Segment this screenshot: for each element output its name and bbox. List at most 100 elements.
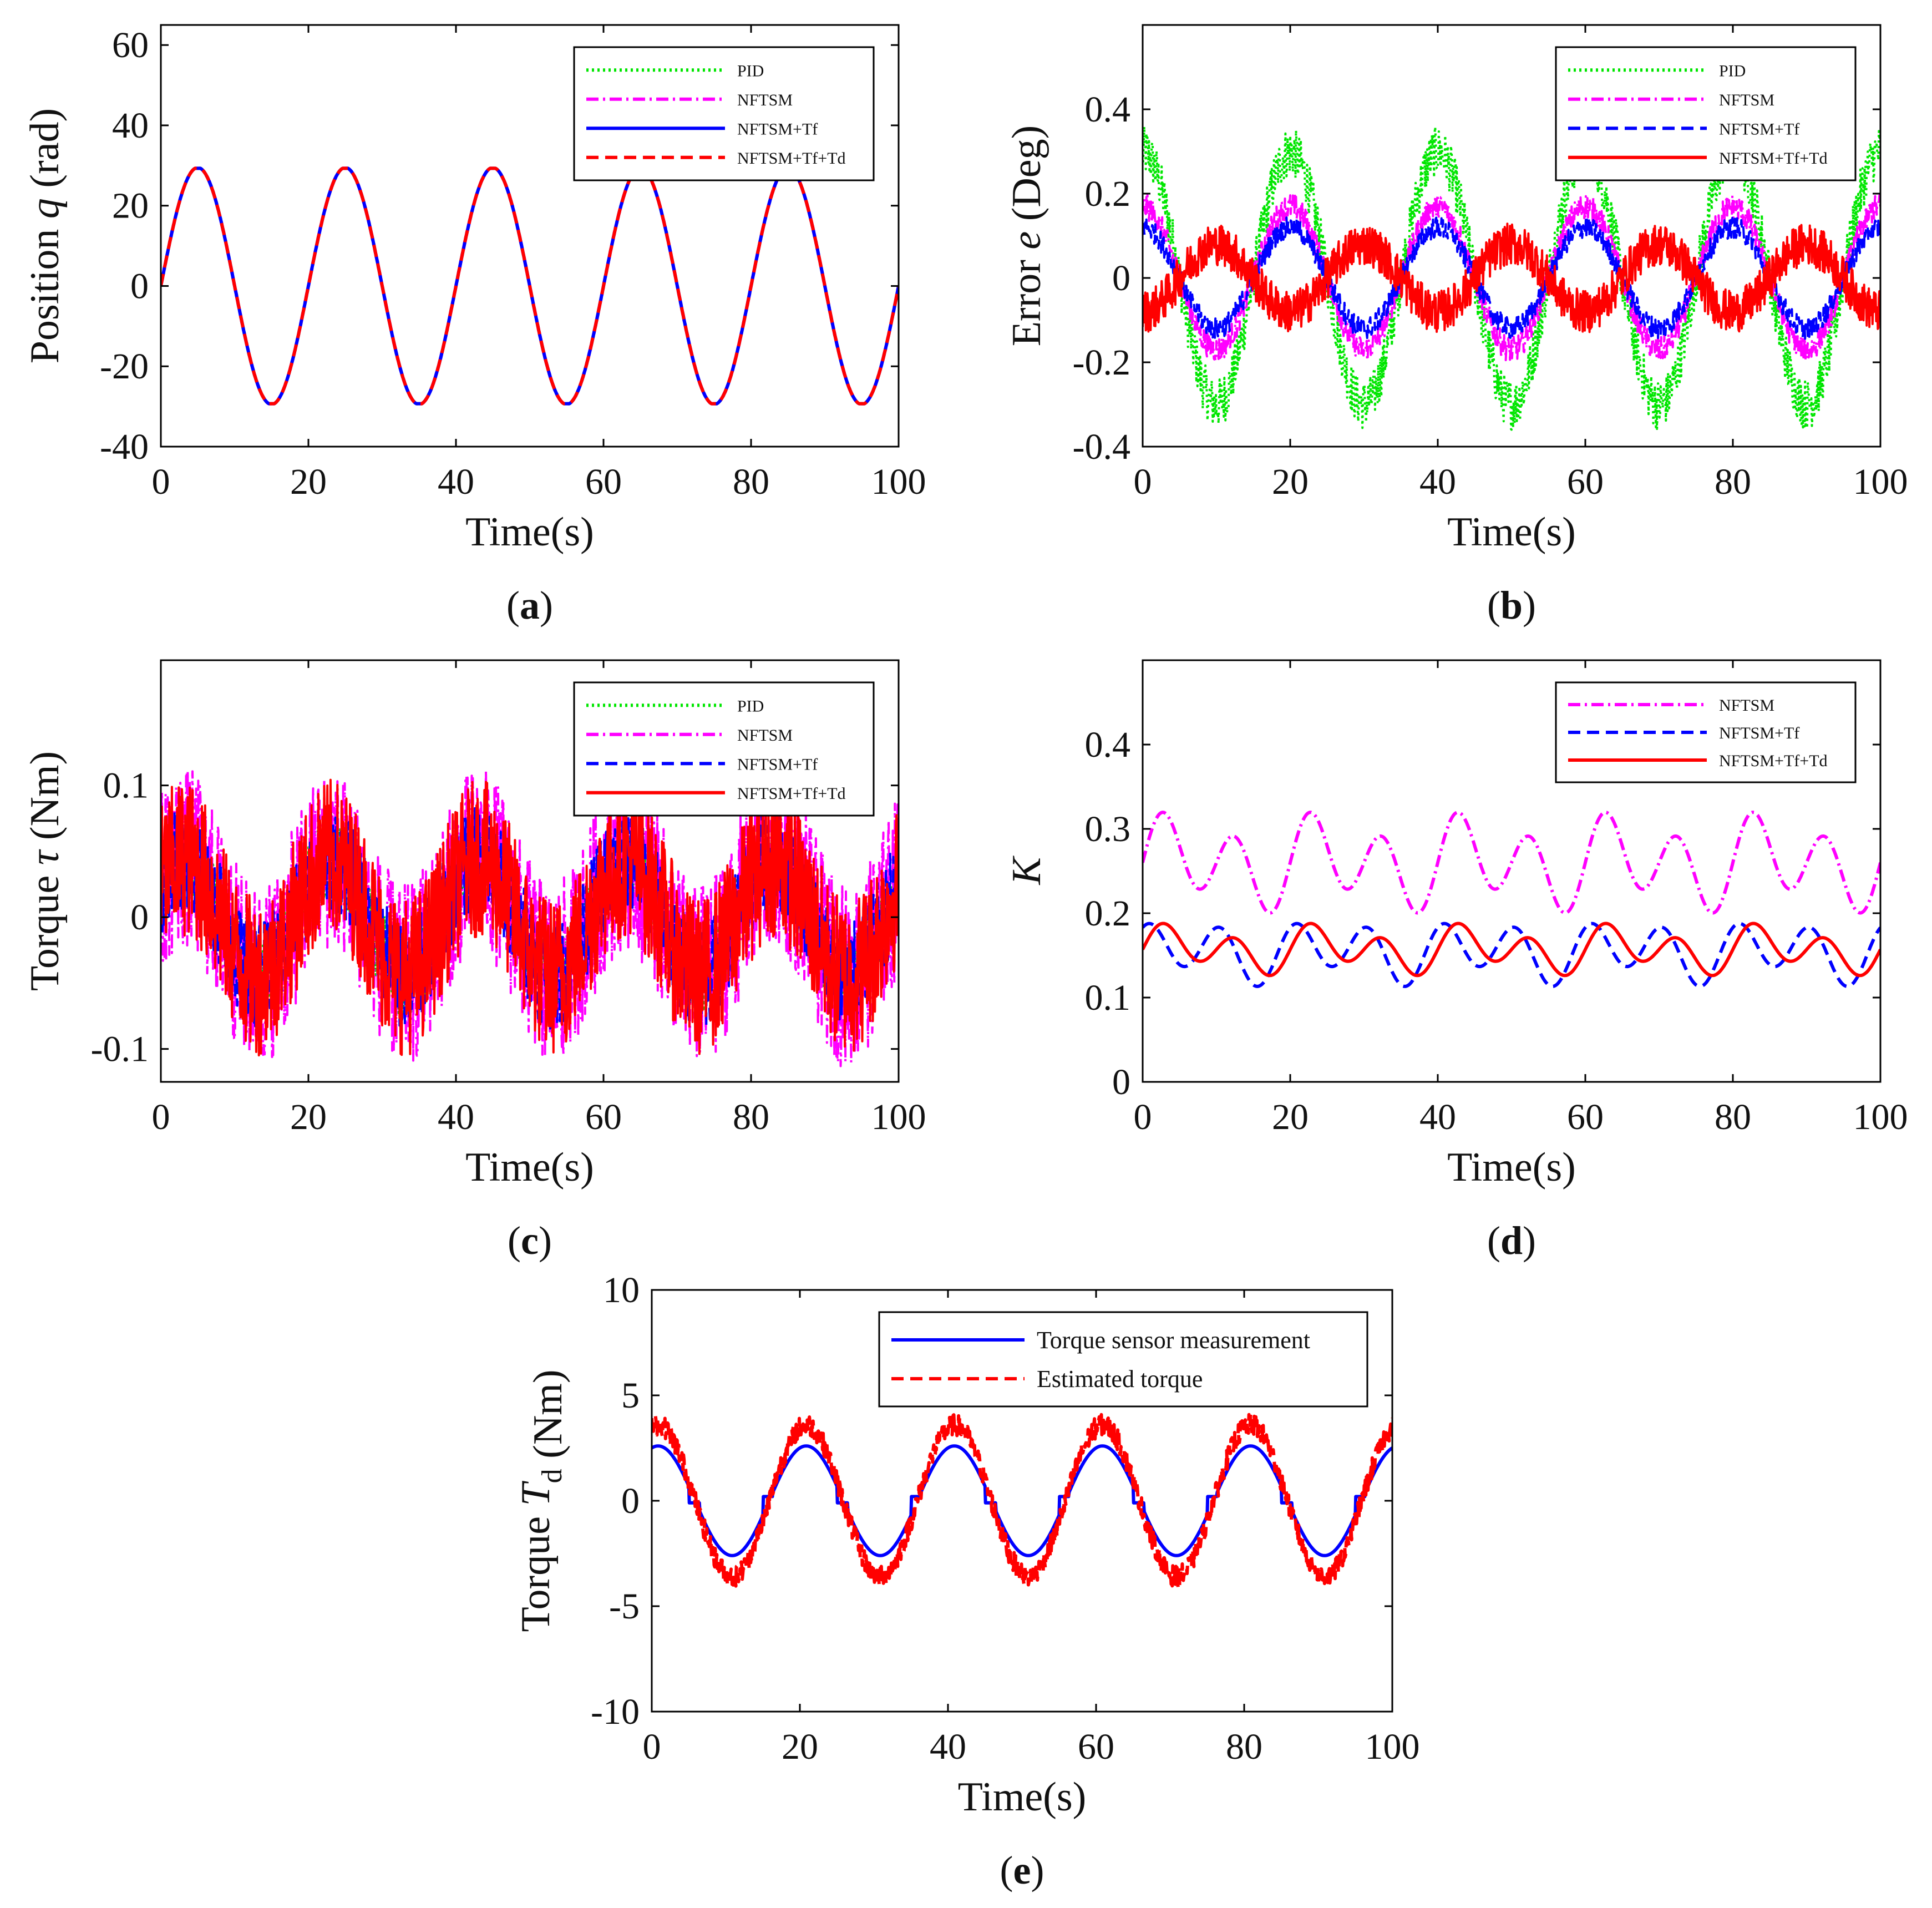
y-tick-label: 0.4 (1085, 725, 1131, 765)
legend-box (878, 1311, 1368, 1408)
plot-area (161, 767, 899, 1067)
series-line-nftsm-tf (1143, 922, 1880, 988)
axes-box (1142, 24, 1882, 448)
y-axis-label: Error e (Deg) (1004, 125, 1049, 347)
x-tick-label: 100 (1853, 1097, 1908, 1137)
x-tick-label: 100 (1853, 462, 1908, 502)
y-tick-label: 0 (621, 1481, 640, 1521)
y-tick-label: 0.1 (103, 766, 149, 806)
y-tick-label: -20 (100, 346, 149, 387)
y-tick-label: 20 (112, 186, 149, 226)
series-line-nftsm-tf-td (1143, 222, 1880, 333)
y-axis-label: K (1004, 856, 1049, 885)
x-tick-label: 0 (1134, 462, 1152, 502)
legend-entry: NFTSM (737, 726, 793, 745)
x-tick-label: 20 (1272, 462, 1309, 502)
y-tick-label: 0 (130, 897, 149, 938)
y-tick-label: 0.4 (1085, 89, 1131, 130)
series-line-pid (1143, 125, 1880, 431)
legend-entry: Torque sensor measurement (1037, 1327, 1310, 1354)
y-tick-label: -0.2 (1073, 342, 1130, 383)
x-tick-label: 0 (152, 462, 170, 502)
y-tick-label: 0.3 (1085, 809, 1131, 849)
x-axis-label: Time(s) (958, 1774, 1087, 1820)
x-tick-label: 0 (152, 1097, 170, 1137)
series-line-nftsm-tf (1143, 216, 1880, 340)
legend-entry: Estimated torque (1037, 1365, 1203, 1393)
legend: PID NFTSM NFTSM+Tf NFTSM+Tf+Td (1555, 46, 1857, 181)
plot-area (1143, 125, 1880, 431)
x-axis-label: Time(s) (465, 1145, 594, 1190)
y-tick-label: 0.2 (1085, 893, 1131, 934)
x-tick-label: 80 (1715, 462, 1751, 502)
x-tick-label: 80 (733, 462, 769, 502)
plot-area (1143, 811, 1880, 988)
x-tick-label: 60 (585, 462, 622, 502)
y-tick-label: -0.1 (91, 1029, 149, 1070)
series-line-nftsm (1143, 811, 1880, 915)
y-axis-label: Position q (rad) (22, 108, 68, 363)
legend-entry: NFTSM+Tf+Td (1719, 752, 1828, 770)
y-tick-label: -5 (609, 1586, 640, 1627)
series-line-torque-sensor-measurement (652, 1444, 1392, 1557)
y-axis-label: Torque τ (Nm) (22, 751, 68, 991)
x-tick-label: 20 (1272, 1097, 1309, 1137)
x-tick-label: 60 (1567, 462, 1604, 502)
x-tick-label: 40 (438, 462, 474, 502)
x-tick-label: 60 (585, 1097, 622, 1137)
chart-panel-b: 0 20 40 60 80 100 -0.4 -0.2 0 0.2 0.4 Time(s) Error … (1004, 24, 1908, 627)
chart-panel-e: 0 20 40 60 80 100 -10 -5 0 5 10 Time(s) Torque Td (N… (513, 1270, 1420, 1892)
legend-entry: NFTSM (1719, 696, 1774, 715)
series-line-nftsm-tf-td (1143, 922, 1880, 978)
plot-area (652, 1413, 1392, 1589)
y-tick-label: 10 (603, 1270, 640, 1310)
y-tick-label: 40 (112, 105, 149, 146)
x-tick-label: 100 (871, 462, 926, 502)
y-tick-label: 0 (1112, 258, 1130, 298)
y-tick-label: 60 (112, 25, 149, 65)
x-tick-label: 0 (1134, 1097, 1152, 1137)
plot-area (161, 166, 899, 406)
x-tick-label: 20 (290, 462, 327, 502)
x-tick-label: 0 (643, 1727, 661, 1767)
y-tick-label: -0.4 (1073, 427, 1130, 467)
x-tick-label: 20 (290, 1097, 327, 1137)
x-axis-label: Time(s) (1447, 1145, 1576, 1190)
legend-entry: NFTSM+Tf (737, 755, 818, 773)
x-axis-label: Time(s) (465, 509, 594, 555)
legend-entry: NFTSM (1719, 91, 1774, 109)
axes-box (1142, 659, 1882, 1083)
x-tick-label: 100 (1365, 1727, 1420, 1767)
y-axis-label: Torque Td (Nm) (513, 1370, 571, 1632)
legend-entry: NFTSM+Tf (1719, 120, 1799, 138)
x-tick-label: 40 (438, 1097, 474, 1137)
panel-caption: (b) (1487, 583, 1536, 627)
series-line-nftsm-tf-td (161, 778, 899, 1057)
y-tick-label: -10 (591, 1692, 640, 1732)
y-tick-label: 0.2 (1085, 174, 1131, 214)
x-tick-label: 60 (1567, 1097, 1604, 1137)
chart-panel-a: 0 20 40 60 80 100 -40 -20 0 20 40 60 Time(s) Position… (22, 24, 926, 627)
legend-entry: PID (737, 697, 764, 715)
legend: NFTSM NFTSM+Tf NFTSM+Tf+Td (1555, 681, 1857, 783)
legend-entry: NFTSM+Tf+Td (1719, 149, 1828, 168)
x-tick-label: 40 (1419, 462, 1456, 502)
y-tick-label: 5 (621, 1375, 640, 1416)
x-tick-label: 60 (1078, 1727, 1114, 1767)
axes-box (160, 659, 900, 1083)
panel-caption: (c) (508, 1218, 552, 1263)
y-tick-label: 0.1 (1085, 978, 1131, 1018)
legend-entry: NFTSM+Tf (737, 120, 818, 138)
x-tick-label: 80 (1715, 1097, 1751, 1137)
x-tick-label: 100 (871, 1097, 926, 1137)
panel-caption: (e) (1000, 1848, 1044, 1892)
legend-entry: PID (1719, 62, 1746, 80)
series-line-estimated-torque (652, 1413, 1392, 1589)
panel-caption: (d) (1487, 1218, 1536, 1263)
x-tick-label: 40 (1419, 1097, 1456, 1137)
x-tick-label: 80 (1226, 1727, 1262, 1767)
panel-caption: (a) (506, 583, 553, 627)
legend-entry: NFTSM+Tf+Td (737, 785, 846, 803)
legend-entry: PID (737, 62, 764, 80)
